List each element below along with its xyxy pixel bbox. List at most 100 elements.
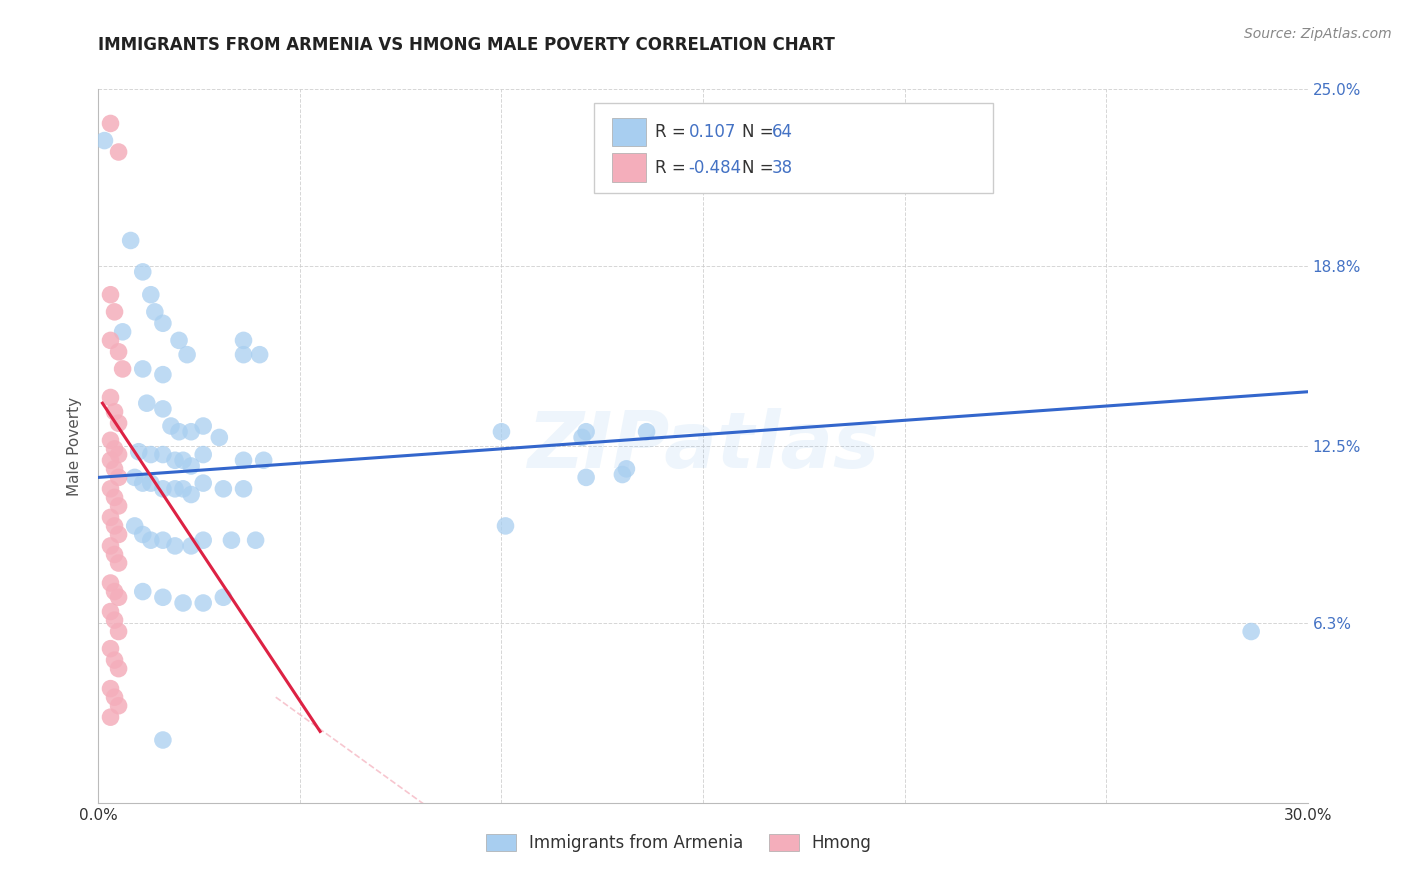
Point bbox=[152, 482, 174, 496]
Point bbox=[212, 482, 235, 496]
Point bbox=[172, 596, 194, 610]
Point bbox=[193, 596, 215, 610]
Point bbox=[132, 584, 155, 599]
Point bbox=[100, 391, 122, 405]
Point bbox=[103, 519, 125, 533]
Point bbox=[163, 539, 186, 553]
Point bbox=[143, 305, 166, 319]
Point bbox=[111, 362, 134, 376]
Point bbox=[100, 434, 122, 448]
Point bbox=[124, 519, 146, 533]
Point bbox=[167, 425, 190, 439]
Point bbox=[107, 624, 129, 639]
Point bbox=[208, 430, 231, 444]
Point bbox=[107, 145, 129, 159]
Point bbox=[163, 453, 186, 467]
Point bbox=[612, 467, 634, 482]
Text: IMMIGRANTS FROM ARMENIA VS HMONG MALE POVERTY CORRELATION CHART: IMMIGRANTS FROM ARMENIA VS HMONG MALE PO… bbox=[98, 36, 835, 54]
Point bbox=[180, 425, 202, 439]
Point bbox=[152, 368, 174, 382]
Point bbox=[193, 448, 215, 462]
Point bbox=[132, 265, 155, 279]
Point bbox=[575, 425, 598, 439]
Text: Source: ZipAtlas.com: Source: ZipAtlas.com bbox=[1244, 27, 1392, 41]
Point bbox=[232, 453, 254, 467]
Point bbox=[107, 527, 129, 541]
FancyBboxPatch shape bbox=[613, 118, 647, 146]
Point bbox=[180, 458, 202, 473]
Point bbox=[103, 613, 125, 627]
Point bbox=[100, 605, 122, 619]
Point bbox=[212, 591, 235, 605]
Point bbox=[180, 487, 202, 501]
Text: ZIPatlas: ZIPatlas bbox=[527, 408, 879, 484]
Point bbox=[180, 539, 202, 553]
Point bbox=[132, 527, 155, 541]
Point bbox=[232, 482, 254, 496]
Point bbox=[249, 348, 271, 362]
Point bbox=[103, 462, 125, 476]
Point bbox=[103, 690, 125, 705]
Point bbox=[107, 591, 129, 605]
Point bbox=[152, 401, 174, 416]
Point bbox=[193, 419, 215, 434]
Point bbox=[100, 710, 122, 724]
Point bbox=[107, 499, 129, 513]
Point bbox=[172, 453, 194, 467]
Point bbox=[139, 287, 162, 301]
Point bbox=[253, 453, 276, 467]
Point bbox=[103, 305, 125, 319]
Y-axis label: Male Poverty: Male Poverty bbox=[67, 396, 83, 496]
Point bbox=[176, 348, 198, 362]
Point bbox=[100, 116, 122, 130]
Point bbox=[107, 416, 129, 430]
Point bbox=[139, 476, 162, 491]
Point bbox=[232, 334, 254, 348]
Point bbox=[103, 405, 125, 419]
Text: N =: N = bbox=[742, 123, 773, 141]
Point bbox=[139, 448, 162, 462]
Text: -0.484: -0.484 bbox=[689, 159, 741, 177]
Point bbox=[495, 519, 517, 533]
Point bbox=[135, 396, 157, 410]
Point bbox=[152, 591, 174, 605]
Point bbox=[103, 491, 125, 505]
Point bbox=[245, 533, 267, 548]
Point bbox=[491, 425, 513, 439]
Text: 64: 64 bbox=[772, 123, 793, 141]
Point bbox=[100, 539, 122, 553]
Point bbox=[103, 584, 125, 599]
Point bbox=[575, 470, 598, 484]
FancyBboxPatch shape bbox=[613, 153, 647, 182]
Point bbox=[163, 482, 186, 496]
Point bbox=[107, 556, 129, 570]
Point bbox=[103, 548, 125, 562]
Point bbox=[103, 442, 125, 456]
Point bbox=[167, 334, 190, 348]
Text: 0.107: 0.107 bbox=[689, 123, 735, 141]
Legend: Immigrants from Armenia, Hmong: Immigrants from Armenia, Hmong bbox=[479, 827, 879, 859]
Point bbox=[160, 419, 183, 434]
Point bbox=[139, 533, 162, 548]
Point bbox=[100, 482, 122, 496]
Point bbox=[107, 448, 129, 462]
Point bbox=[636, 425, 658, 439]
Point bbox=[100, 576, 122, 591]
Point bbox=[193, 533, 215, 548]
Point bbox=[124, 470, 146, 484]
Point bbox=[193, 476, 215, 491]
Text: 38: 38 bbox=[772, 159, 793, 177]
Point bbox=[100, 641, 122, 656]
Point bbox=[172, 482, 194, 496]
Point bbox=[152, 733, 174, 747]
Text: R =: R = bbox=[655, 159, 685, 177]
Point bbox=[100, 681, 122, 696]
Point bbox=[232, 348, 254, 362]
Point bbox=[1240, 624, 1263, 639]
Text: N =: N = bbox=[742, 159, 773, 177]
Point bbox=[100, 287, 122, 301]
Point bbox=[120, 234, 142, 248]
Point bbox=[111, 325, 134, 339]
Point bbox=[93, 134, 115, 148]
FancyBboxPatch shape bbox=[595, 103, 993, 193]
